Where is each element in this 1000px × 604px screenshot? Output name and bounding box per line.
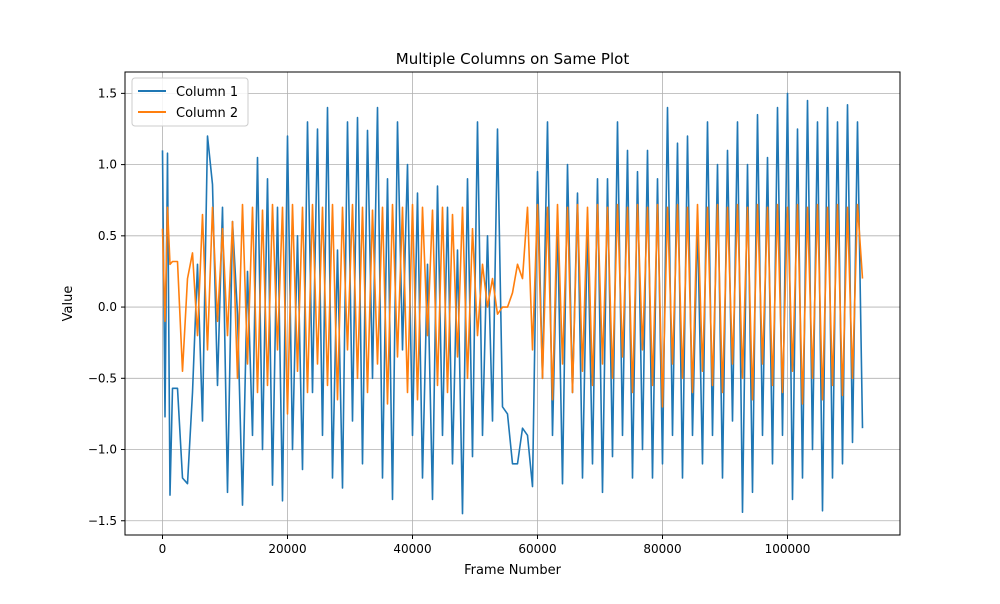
y-tick-label: −1.5 bbox=[88, 514, 117, 528]
x-tick-label: 40000 bbox=[393, 542, 431, 556]
x-tick-label: 60000 bbox=[518, 542, 556, 556]
y-axis-label: Value bbox=[61, 286, 76, 322]
legend: Column 1 Column 2 bbox=[131, 77, 249, 127]
series-line-column-2 bbox=[161, 203, 864, 415]
y-tick-label: 0.0 bbox=[98, 300, 117, 314]
x-axis-ticks: 0 20000 40000 60000 80000 100000 bbox=[159, 535, 811, 556]
axes-frame bbox=[124, 71, 901, 536]
y-tick-label: −0.5 bbox=[88, 371, 117, 385]
x-tick-label: 100000 bbox=[765, 542, 811, 556]
x-tick-label: 0 bbox=[159, 542, 167, 556]
y-axis-ticks: −1.5 −1.0 −0.5 0.0 0.5 1.0 1.5 bbox=[88, 86, 125, 528]
y-tick-label: 1.0 bbox=[98, 158, 117, 172]
plot-area bbox=[161, 92, 864, 515]
y-tick-label: 0.5 bbox=[98, 229, 117, 243]
y-tick-label: 1.5 bbox=[98, 86, 117, 100]
legend-label-column-2: Column 2 bbox=[176, 106, 238, 121]
legend-label-column-1: Column 1 bbox=[176, 85, 238, 100]
x-axis-label: Frame Number bbox=[464, 563, 562, 578]
series-line-column-1 bbox=[161, 92, 864, 515]
y-tick-label: −1.0 bbox=[88, 443, 117, 457]
chart-title: Multiple Columns on Same Plot bbox=[396, 50, 630, 68]
x-tick-label: 80000 bbox=[643, 542, 681, 556]
x-tick-label: 20000 bbox=[268, 542, 306, 556]
